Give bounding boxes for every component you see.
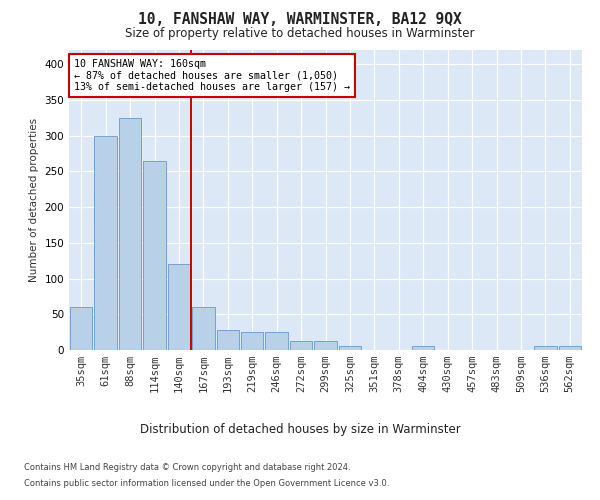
Text: Contains HM Land Registry data © Crown copyright and database right 2024.: Contains HM Land Registry data © Crown c…: [24, 462, 350, 471]
Bar: [119, 118, 142, 350]
Bar: [338, 346, 361, 350]
Bar: [290, 342, 313, 350]
Bar: [314, 342, 337, 350]
Y-axis label: Number of detached properties: Number of detached properties: [29, 118, 39, 282]
Bar: [94, 136, 117, 350]
Bar: [217, 330, 239, 350]
Bar: [192, 307, 215, 350]
Text: Size of property relative to detached houses in Warminster: Size of property relative to detached ho…: [125, 28, 475, 40]
Bar: [265, 332, 288, 350]
Bar: [534, 346, 557, 350]
Bar: [241, 332, 263, 350]
Bar: [143, 160, 166, 350]
Bar: [70, 307, 92, 350]
Bar: [559, 346, 581, 350]
Text: Distribution of detached houses by size in Warminster: Distribution of detached houses by size …: [140, 422, 460, 436]
Bar: [167, 264, 190, 350]
Text: 10, FANSHAW WAY, WARMINSTER, BA12 9QX: 10, FANSHAW WAY, WARMINSTER, BA12 9QX: [138, 12, 462, 28]
Bar: [412, 346, 434, 350]
Text: 10 FANSHAW WAY: 160sqm
← 87% of detached houses are smaller (1,050)
13% of semi-: 10 FANSHAW WAY: 160sqm ← 87% of detached…: [74, 59, 350, 92]
Text: Contains public sector information licensed under the Open Government Licence v3: Contains public sector information licen…: [24, 479, 389, 488]
